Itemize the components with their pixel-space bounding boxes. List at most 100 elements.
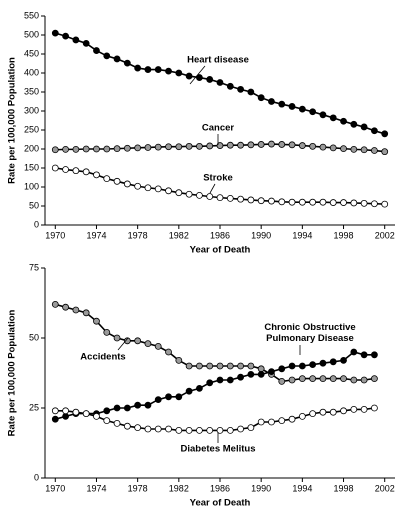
data-point [123,337,131,345]
data-point [72,145,80,153]
data-point [144,340,152,348]
data-point [196,142,203,150]
data-point [113,419,121,427]
data-point [298,105,306,113]
data-point [360,199,368,207]
data-point [278,141,286,148]
data-point [278,198,286,206]
data-point [185,387,193,395]
data-point [82,309,90,317]
data-point [206,76,214,83]
data-point [113,55,121,63]
x-axis-label: Year of Death [190,498,251,509]
data-point [226,141,234,149]
data-point [62,145,69,153]
data-point [319,198,327,206]
data-point [51,415,59,423]
data-point [144,144,152,151]
x-tick-label: 1982 [169,483,189,493]
data-point [113,404,121,412]
x-tick-label: 1998 [334,230,354,240]
data-point [319,375,327,383]
data-point [62,407,69,415]
data-point [144,66,152,73]
data-point [329,358,337,366]
data-point [216,362,224,370]
data-point [175,189,183,197]
data-point [144,425,152,433]
data-point [257,94,265,102]
data-point [62,166,69,173]
data-point [123,404,131,412]
data-point [237,425,244,433]
data-point [237,362,244,370]
data-point [371,147,378,154]
data-point [237,85,244,93]
data-point [268,197,275,205]
data-point [278,365,286,373]
data-point [123,59,131,67]
data-point [247,196,255,204]
data-point [371,404,378,412]
data-point [247,370,255,378]
data-point [51,407,59,415]
y-tick-label: 550 [24,10,39,20]
data-point [371,375,378,383]
y-tick-label: 200 [24,143,39,153]
data-point [226,362,234,370]
data-point [298,375,306,383]
data-point [196,426,203,434]
y-tick-label: 250 [24,124,39,134]
data-point [51,164,59,172]
data-point [93,317,100,325]
data-point [237,373,244,381]
data-point [134,401,142,409]
data-point [309,375,317,383]
data-point [226,376,234,384]
x-tick-label: 2002 [375,483,395,493]
x-tick-label: 1998 [334,483,354,493]
data-point [226,194,234,202]
data-point [268,98,275,105]
data-point [113,334,121,342]
data-point [350,405,358,413]
x-tick-label: 1978 [128,230,148,240]
leader-line [117,337,129,351]
data-point [371,127,378,135]
data-point [93,171,100,179]
data-point [196,74,203,81]
x-tick-label: 1994 [292,483,312,493]
data-point [381,130,389,138]
data-point [206,142,214,150]
x-tick-label: 1986 [210,230,230,240]
data-point [185,426,193,434]
data-point [216,376,224,384]
data-point [257,370,265,378]
y-tick-label: 150 [24,162,39,172]
data-point [134,64,142,72]
data-point [381,148,389,156]
data-point [62,303,69,311]
data-point [206,193,214,200]
data-point [360,123,368,131]
data-point [309,198,317,206]
series-label: Stroke [203,173,233,184]
data-point [340,145,347,153]
data-point [268,368,275,376]
data-point [329,408,337,416]
data-point [134,424,142,432]
x-tick-label: 1986 [210,483,230,493]
data-point [329,114,337,122]
data-point [175,143,183,151]
data-point [340,407,347,415]
data-point [51,29,59,37]
data-point [268,140,275,148]
data-point [371,200,378,208]
data-point [288,376,296,384]
data-point [103,52,111,60]
data-point [288,141,296,149]
data-point [298,412,306,420]
data-point [51,300,59,308]
